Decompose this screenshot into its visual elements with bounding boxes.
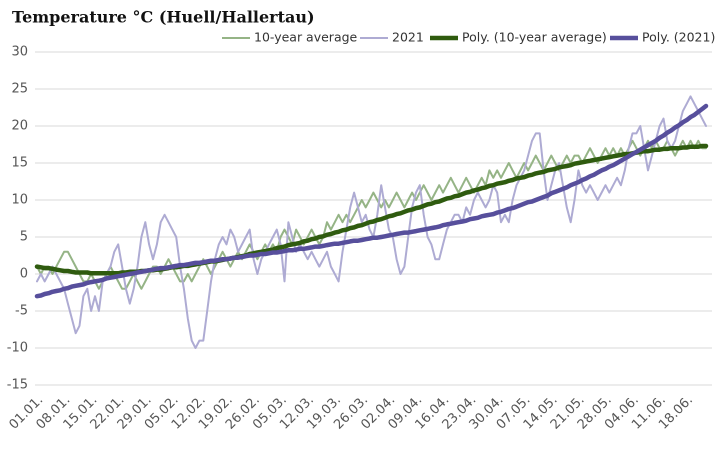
y-tick-label: -15 (7, 378, 28, 393)
y-tick-label: 30 (11, 45, 28, 60)
y-tick-label: 15 (11, 156, 28, 171)
y-tick-label: 25 (11, 82, 28, 97)
line-series (36, 139, 707, 290)
y-tick-label: 20 (11, 119, 28, 134)
y-tick-label: 5 (20, 230, 28, 245)
y-tick-label: -5 (15, 304, 28, 319)
legend-label: Poly. (2021) (642, 30, 715, 45)
legend-label: 10-year average (254, 30, 358, 45)
line-series (34, 143, 709, 276)
legend-label: Poly. (10-year average) (462, 30, 607, 45)
line-series (36, 95, 707, 349)
chart-title: Temperature °C (Huell/Hallertau) (12, 8, 315, 27)
legend-label: 2021 (392, 30, 424, 45)
y-tick-label: -10 (7, 341, 28, 356)
y-tick-label: 10 (11, 193, 28, 208)
y-tick-label: 0 (20, 267, 28, 282)
line-series (34, 103, 709, 299)
